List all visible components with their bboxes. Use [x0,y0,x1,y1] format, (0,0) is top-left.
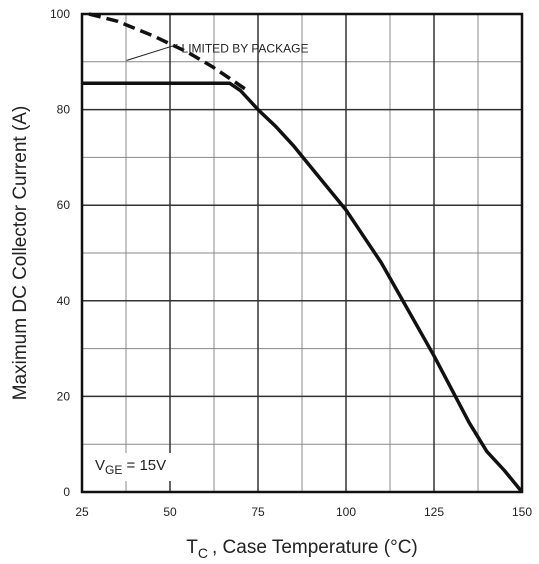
y-tick-labels: 0 20 40 60 80 100 [50,7,70,499]
annotation-leader [126,43,178,61]
x-tick-label: 50 [163,505,177,519]
y-axis-label: Maximum DC Collector Current (A) [10,106,31,401]
y-tick-label: 40 [57,294,71,308]
condition-label: VGE = 15V [95,457,166,477]
condition-box [89,453,173,481]
x-tick-label: 150 [512,505,532,519]
x-tick-labels: 25 50 75 100 125 150 [75,505,532,519]
current-derating-line [82,81,524,494]
condition-sub: GE [105,463,122,477]
x-axis-label-main: T [186,537,198,558]
annotation-limited-by-package: LIMITED BY PACKAGE [182,41,309,55]
plot-frame [80,12,524,494]
x-axis-label-rest: , Case Temperature (°C) [212,537,418,558]
condition-main: V [95,457,105,474]
package-limit-line [88,12,249,92]
x-axis-label: TC, Case Temperature (°C) [186,537,418,561]
annotation-leader-line [126,43,178,61]
series-lines [82,12,524,494]
y-tick-label: 20 [57,389,71,403]
y-tick-label: 60 [57,198,71,212]
condition-rest: = 15V [122,457,166,474]
y-tick-label: 100 [50,7,70,21]
x-tick-label: 25 [75,505,89,519]
x-tick-label: 125 [424,505,444,519]
y-tick-label: 80 [57,103,71,117]
x-tick-label: 100 [336,505,356,519]
minor-grid [82,14,522,492]
x-axis-label-sub: C [198,545,208,561]
x-tick-label: 75 [251,505,265,519]
y-tick-label: 0 [63,485,70,499]
